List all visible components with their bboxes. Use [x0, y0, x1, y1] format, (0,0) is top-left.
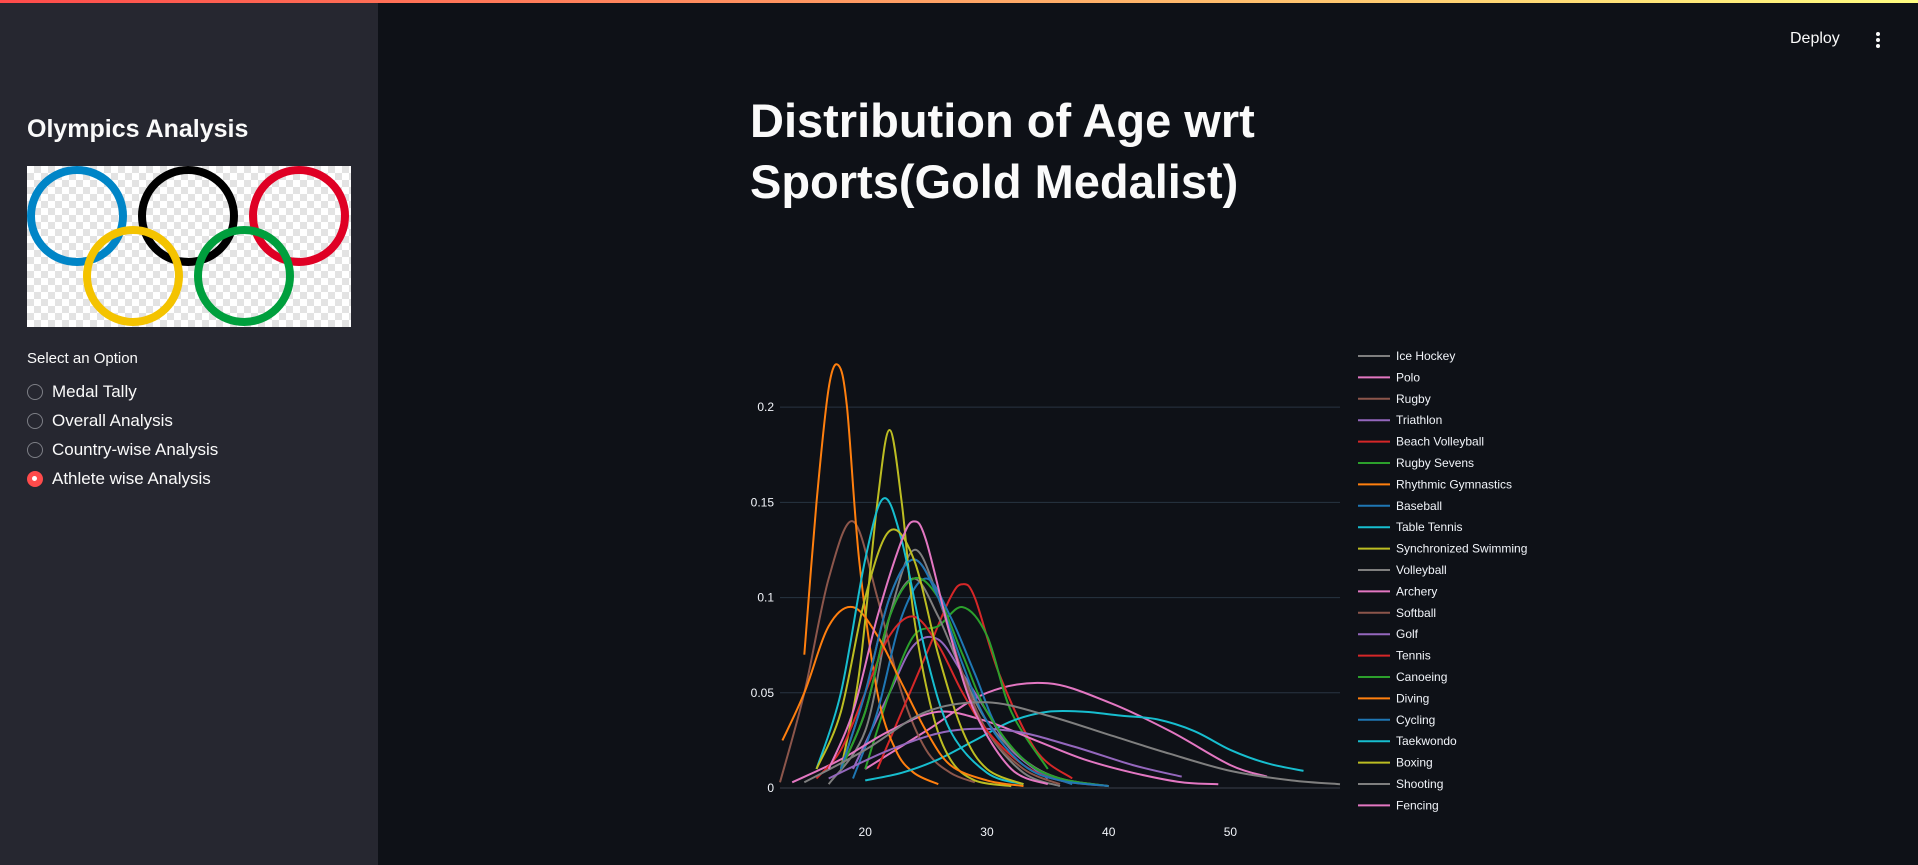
radio-circle-icon[interactable] [27, 384, 43, 400]
age-distribution-chart: 0 0.05 0.1 0.15 0.2 20 30 40 50 Ice Hockey Polo Rug… [751, 349, 1528, 839]
radio-option-label: Country-wise Analysis [52, 440, 219, 459]
series-line-4 [876, 583, 1073, 780]
legend-label: Golf [1396, 627, 1419, 641]
radio-circle-icon[interactable] [27, 413, 43, 429]
legend-item[interactable]: Ice Hockey [1358, 349, 1455, 363]
sidebar-title: Olympics Analysis [27, 115, 249, 143]
y-tick-label: 0.2 [757, 400, 774, 414]
series-line-6 [803, 363, 939, 786]
legend-label: Baseball [1396, 499, 1442, 513]
legend-label: Fencing [1396, 798, 1439, 812]
legend-label: Taekwondo [1396, 734, 1457, 748]
legend-item[interactable]: Rugby Sevens [1358, 456, 1474, 470]
legend-label: Softball [1396, 606, 1436, 620]
legend-item[interactable]: Synchronized Swimming [1358, 542, 1527, 556]
legend-item[interactable]: Golf [1358, 627, 1419, 641]
legend-item[interactable]: Baseball [1358, 499, 1442, 513]
legend-label: Table Tennis [1396, 520, 1463, 534]
radio-option[interactable]: Athlete wise Analysis [27, 469, 211, 489]
radio-option-label: Overall Analysis [52, 411, 173, 430]
legend-label: Triathlon [1396, 413, 1442, 427]
y-tick-label: 0.1 [757, 591, 774, 605]
legend-item[interactable]: Beach Volleyball [1358, 435, 1484, 449]
series-line-13 [828, 727, 1182, 780]
page-title: Distribution of Age wrt Sports(Gold Meda… [750, 94, 1255, 208]
series-line-5 [864, 606, 1049, 770]
main-menu-button[interactable] [1868, 30, 1888, 54]
legend-label: Boxing [1396, 756, 1433, 770]
x-tick-label: 40 [1102, 825, 1116, 839]
legend-label: Tennis [1396, 649, 1431, 663]
legend-item[interactable]: Volleyball [1358, 563, 1447, 577]
legend-item[interactable]: Fencing [1358, 798, 1439, 812]
legend-item[interactable]: Rugby [1358, 392, 1431, 406]
radio-circle-icon[interactable] [27, 471, 43, 487]
legend-item[interactable]: Taekwondo [1358, 734, 1457, 748]
series-line-15 [839, 576, 1109, 788]
x-tick-label: 30 [980, 825, 994, 839]
legend-label: Rugby [1396, 392, 1431, 406]
legend-label: Ice Hockey [1396, 349, 1455, 363]
olympic-rings-icon [27, 166, 349, 326]
select-option-label: Select an Option [27, 350, 138, 367]
legend-item[interactable]: Archery [1358, 584, 1437, 598]
legend-label: Archery [1396, 584, 1437, 598]
legend-label: Rhythmic Gymnastics [1396, 477, 1512, 491]
legend-item[interactable]: Diving [1358, 691, 1429, 705]
legend-item[interactable]: Shooting [1358, 777, 1443, 791]
radio-option-label: Medal Tally [52, 382, 137, 401]
deploy-button[interactable]: Deploy [1790, 30, 1840, 47]
legend-item[interactable]: Triathlon [1358, 413, 1442, 427]
series-line-20 [803, 701, 1341, 786]
legend-item[interactable]: Tennis [1358, 649, 1431, 663]
legend-item[interactable]: Cycling [1358, 713, 1435, 727]
x-tick-label: 20 [859, 825, 873, 839]
radio-option[interactable]: Medal Tally [27, 382, 137, 402]
y-tick-label: 0.15 [751, 495, 775, 509]
legend-item[interactable]: Canoeing [1358, 670, 1447, 684]
kebab-menu-icon [1876, 32, 1880, 36]
radio-circle-icon[interactable] [27, 442, 43, 458]
x-tick-label: 50 [1224, 825, 1238, 839]
series-line-8 [864, 709, 1304, 782]
legend-item[interactable]: Table Tennis [1358, 520, 1463, 534]
legend-item[interactable]: Polo [1358, 370, 1420, 384]
series-line-1 [864, 681, 1268, 778]
olympic-rings-image [27, 166, 351, 327]
legend-item[interactable]: Softball [1358, 606, 1436, 620]
series-line-21 [827, 520, 1049, 786]
legend-label: Volleyball [1396, 563, 1447, 577]
legend-label: Shooting [1396, 777, 1443, 791]
series-line-16 [781, 605, 1024, 788]
legend-label: Cycling [1396, 713, 1435, 727]
legend-item[interactable]: Boxing [1358, 756, 1433, 770]
series-line-19 [815, 528, 1024, 786]
legend-label: Rugby Sevens [1396, 456, 1474, 470]
legend-label: Polo [1396, 370, 1420, 384]
legend-label: Synchronized Swimming [1396, 542, 1527, 556]
legend-label: Diving [1396, 691, 1429, 705]
legend-label: Canoeing [1396, 670, 1447, 684]
radio-option-label: Athlete wise Analysis [52, 469, 211, 488]
legend-label: Beach Volleyball [1396, 435, 1484, 449]
radio-option[interactable]: Overall Analysis [27, 411, 173, 431]
top-accent-bar [0, 0, 1918, 3]
sidebar: Olympics Analysis Select an Option Medal… [0, 3, 378, 865]
series-line-2 [779, 520, 976, 784]
series-line-9 [839, 429, 1012, 788]
legend-item[interactable]: Rhythmic Gymnastics [1358, 477, 1512, 491]
radio-option[interactable]: Country-wise Analysis [27, 440, 218, 460]
y-tick-label: 0.05 [751, 686, 775, 700]
y-tick-label: 0 [767, 781, 774, 795]
